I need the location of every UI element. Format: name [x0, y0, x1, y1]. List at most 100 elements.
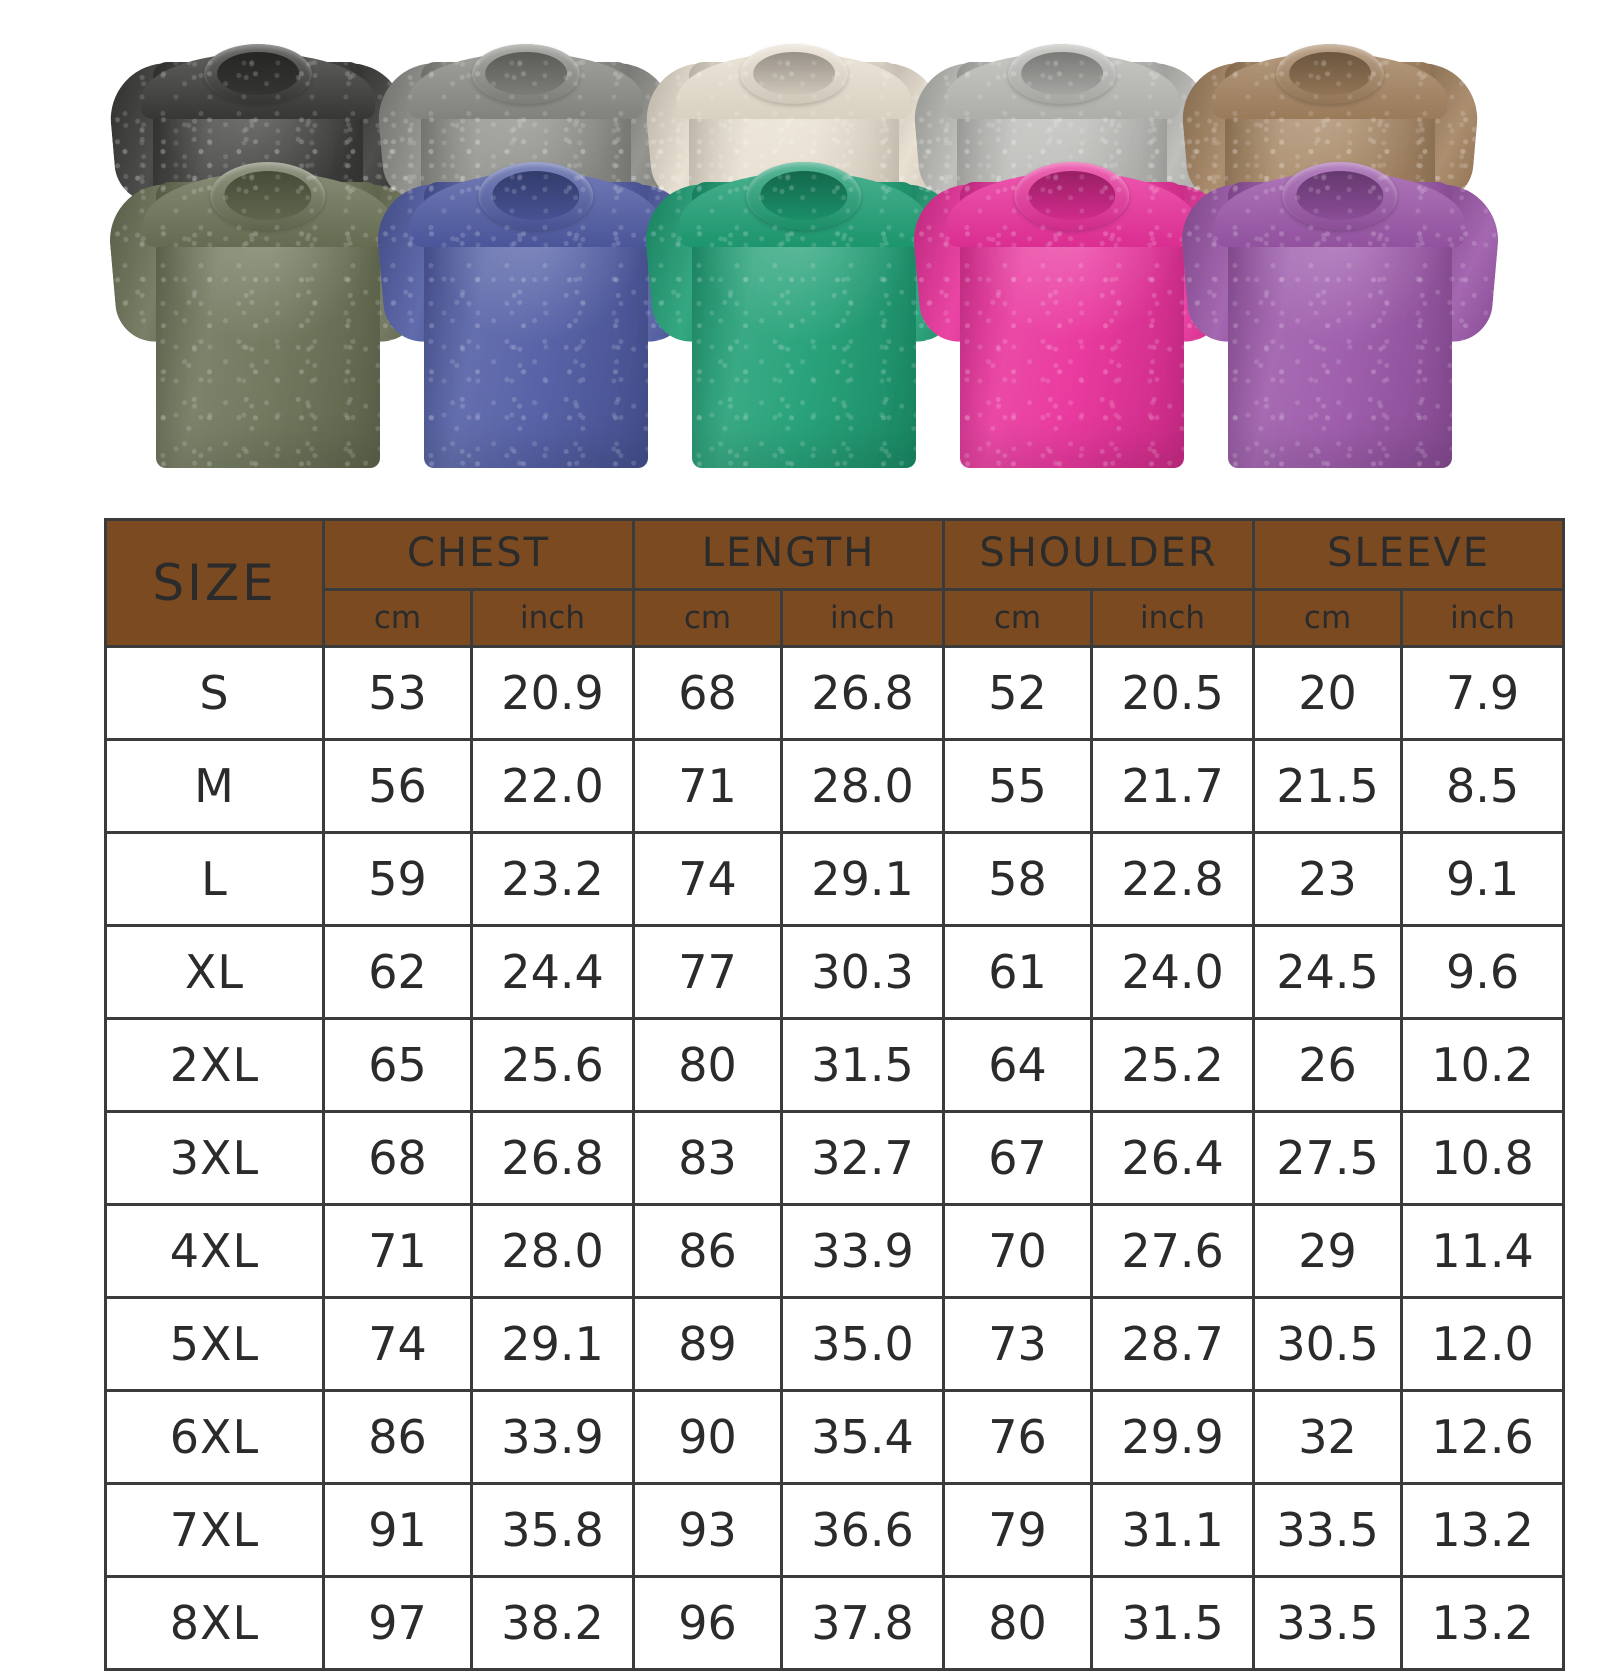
- tshirt-purple: [1177, 128, 1503, 468]
- cell-8xl-length-in: 37.8: [780, 1575, 946, 1671]
- cell-s-length-in: 26.8: [780, 645, 946, 741]
- cell-2xl-length-cm: 80: [632, 1017, 784, 1113]
- cell-4xl-sleeve-cm: 29: [1252, 1203, 1404, 1299]
- tshirt-collar-inner: [224, 170, 312, 220]
- cell-l-shoulder-in: 22.8: [1090, 831, 1256, 927]
- cell-4xl-chest-in: 28.0: [469, 1203, 636, 1299]
- cell-8xl-length-cm: 96: [632, 1575, 784, 1671]
- cell-8xl-chest-in: 38.2: [469, 1575, 636, 1671]
- unit-header-shoulder-cm: cm: [942, 588, 1094, 648]
- unit-header-chest-cm: cm: [322, 588, 473, 648]
- tshirt-collar-inner: [1296, 170, 1384, 220]
- cell-l-length-cm: 74: [632, 831, 784, 927]
- cell-m-length-in: 28.0: [780, 738, 946, 834]
- table-row: 6XL 86 33.9 90 35.4 76 29.9 32 12.6: [104, 1389, 1566, 1485]
- table-row: XL 62 24.4 77 30.3 61 24.0 24.5 9.6: [104, 924, 1566, 1020]
- table-row: 7XL 91 35.8 93 36.6 79 31.1 33.5 13.2: [104, 1482, 1566, 1578]
- cell-l-sleeve-cm: 23: [1252, 831, 1404, 927]
- cell-5xl-chest-cm: 74: [322, 1296, 473, 1392]
- tshirt-collar-inner: [1021, 51, 1103, 95]
- cell-5xl-shoulder-in: 28.7: [1090, 1296, 1256, 1392]
- cell-4xl-length-cm: 86: [632, 1203, 784, 1299]
- unit-header-length-inch: inch: [780, 588, 946, 648]
- cell-xl-chest-in: 24.4: [469, 924, 636, 1020]
- product-gallery: [0, 0, 1600, 500]
- cell-5xl-sleeve-cm: 30.5: [1252, 1296, 1404, 1392]
- unit-header-chest-inch: inch: [469, 588, 636, 648]
- cell-7xl-chest-cm: 91: [322, 1482, 473, 1578]
- cell-6xl-sleeve-in: 12.6: [1400, 1389, 1566, 1485]
- cell-6xl-chest-in: 33.9: [469, 1389, 636, 1485]
- cell-xl-chest-cm: 62: [322, 924, 473, 1020]
- cell-s-length-cm: 68: [632, 645, 784, 741]
- tshirt-collar-inner: [217, 51, 299, 95]
- cell-4xl-length-in: 33.9: [780, 1203, 946, 1299]
- cell-5xl-shoulder-cm: 73: [942, 1296, 1094, 1392]
- table-row: 4XL 71 28.0 86 33.9 70 27.6 29 11.4: [104, 1203, 1566, 1299]
- tshirt-collar-inner: [1289, 51, 1371, 95]
- table-row: 5XL 74 29.1 89 35.0 73 28.7 30.5 12.0: [104, 1296, 1566, 1392]
- cell-5xl-sleeve-in: 12.0: [1400, 1296, 1566, 1392]
- cell-7xl-length-in: 36.6: [780, 1482, 946, 1578]
- cell-7xl-shoulder-cm: 79: [942, 1482, 1094, 1578]
- cell-3xl-chest-in: 26.8: [469, 1110, 636, 1206]
- cell-5xl-chest-in: 29.1: [469, 1296, 636, 1392]
- cell-6xl-length-in: 35.4: [780, 1389, 946, 1485]
- cell-3xl-shoulder-cm: 67: [942, 1110, 1094, 1206]
- column-header-chest: CHEST: [321, 518, 636, 591]
- size-label-m: M: [104, 738, 325, 834]
- table-row: 2XL 65 25.6 80 31.5 64 25.2 26 10.2: [104, 1017, 1566, 1113]
- cell-m-sleeve-in: 8.5: [1400, 738, 1566, 834]
- size-chart-body: S 53 20.9 68 26.8 52 20.5 20 7.9 M 56 22.0 71 28.0 55 2…: [104, 645, 1566, 1671]
- cell-xl-sleeve-in: 9.6: [1400, 924, 1566, 1020]
- cell-4xl-chest-cm: 71: [322, 1203, 473, 1299]
- cell-xl-sleeve-cm: 24.5: [1252, 924, 1404, 1020]
- cell-xl-length-cm: 77: [632, 924, 784, 1020]
- cell-2xl-chest-cm: 65: [322, 1017, 473, 1113]
- table-row: M 56 22.0 71 28.0 55 21.7 21.5 8.5: [104, 738, 1566, 834]
- tshirt-green: [641, 128, 967, 468]
- cell-2xl-length-in: 31.5: [780, 1017, 946, 1113]
- cell-xl-shoulder-in: 24.0: [1090, 924, 1256, 1020]
- size-label-8xl: 8XL: [104, 1575, 325, 1671]
- cell-s-sleeve-cm: 20: [1252, 645, 1404, 741]
- cell-2xl-shoulder-in: 25.2: [1090, 1017, 1256, 1113]
- table-row: 8XL 97 38.2 96 37.8 80 31.5 33.5 13.2: [104, 1575, 1566, 1671]
- cell-6xl-length-cm: 90: [632, 1389, 784, 1485]
- cell-s-sleeve-in: 7.9: [1400, 645, 1566, 741]
- unit-header-sleeve-inch: inch: [1400, 588, 1566, 648]
- cell-4xl-sleeve-in: 11.4: [1400, 1203, 1566, 1299]
- tshirt-pink: [909, 128, 1235, 468]
- size-label-5xl: 5XL: [104, 1296, 325, 1392]
- table-row: L 59 23.2 74 29.1 58 22.8 23 9.1: [104, 831, 1566, 927]
- cell-3xl-chest-cm: 68: [322, 1110, 473, 1206]
- cell-m-shoulder-cm: 55: [942, 738, 1094, 834]
- tshirt-collar-inner: [760, 170, 848, 220]
- cell-xl-length-in: 30.3: [780, 924, 946, 1020]
- cell-m-sleeve-cm: 21.5: [1252, 738, 1404, 834]
- cell-xl-shoulder-cm: 61: [942, 924, 1094, 1020]
- cell-2xl-chest-in: 25.6: [469, 1017, 636, 1113]
- cell-4xl-shoulder-in: 27.6: [1090, 1203, 1256, 1299]
- column-header-size: SIZE: [104, 518, 325, 648]
- cell-3xl-length-cm: 83: [632, 1110, 784, 1206]
- tshirt-collar-inner: [1028, 170, 1116, 220]
- table-row: 3XL 68 26.8 83 32.7 67 26.4 27.5 10.8: [104, 1110, 1566, 1206]
- size-chart-header: SIZE CHEST LENGTH SHOULDER SLEEVE cm inch cm in…: [104, 518, 1566, 648]
- tshirt-collar-inner: [492, 170, 580, 220]
- column-header-sleeve: SLEEVE: [1252, 518, 1566, 591]
- cell-l-shoulder-cm: 58: [942, 831, 1094, 927]
- size-chart-group-row: SIZE CHEST LENGTH SHOULDER SLEEVE: [104, 518, 1566, 648]
- size-label-3xl: 3XL: [104, 1110, 325, 1206]
- cell-3xl-sleeve-in: 10.8: [1400, 1110, 1566, 1206]
- cell-7xl-length-cm: 93: [632, 1482, 784, 1578]
- cell-8xl-sleeve-in: 13.2: [1400, 1575, 1566, 1671]
- tshirt-collar-inner: [753, 51, 835, 95]
- column-header-shoulder: SHOULDER: [942, 518, 1256, 591]
- cell-4xl-shoulder-cm: 70: [942, 1203, 1094, 1299]
- cell-5xl-length-cm: 89: [632, 1296, 784, 1392]
- cell-8xl-shoulder-cm: 80: [942, 1575, 1094, 1671]
- cell-s-shoulder-cm: 52: [942, 645, 1094, 741]
- cell-5xl-length-in: 35.0: [780, 1296, 946, 1392]
- cell-m-shoulder-in: 21.7: [1090, 738, 1256, 834]
